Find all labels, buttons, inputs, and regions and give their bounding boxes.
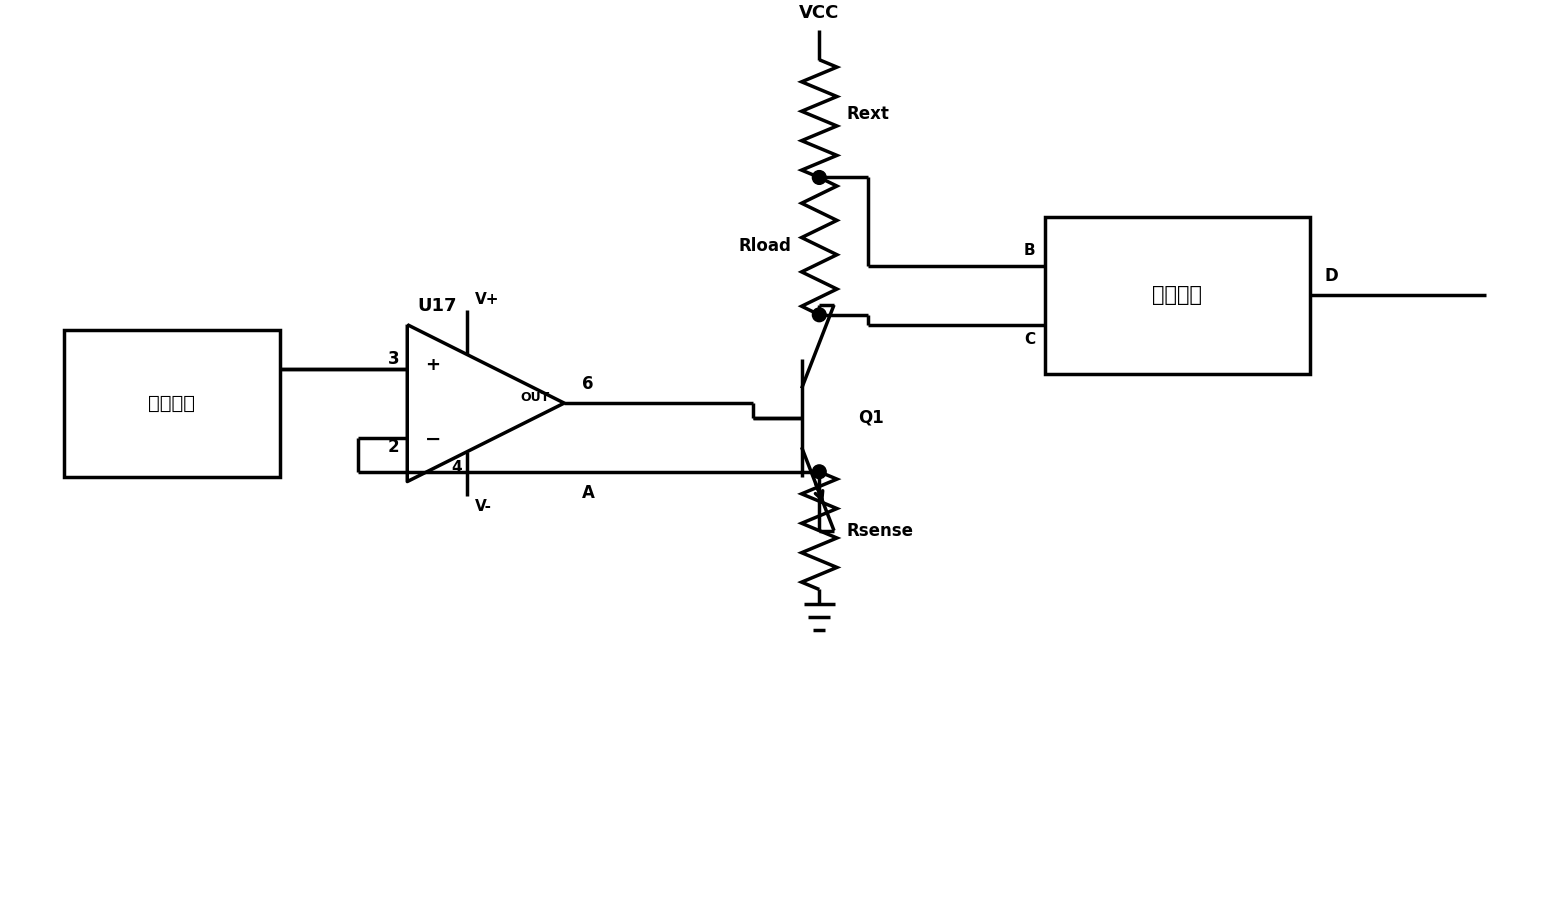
Text: Rsense: Rsense xyxy=(846,521,913,540)
Text: 参考电源: 参考电源 xyxy=(149,394,196,412)
Text: 6: 6 xyxy=(582,376,593,393)
Text: A: A xyxy=(582,484,596,502)
Circle shape xyxy=(812,308,826,322)
Text: VCC: VCC xyxy=(799,5,840,23)
Text: V+: V+ xyxy=(475,292,499,308)
Text: B: B xyxy=(1023,243,1035,258)
Text: Rload: Rload xyxy=(738,237,791,256)
Circle shape xyxy=(812,465,826,479)
Text: C: C xyxy=(1024,333,1035,347)
Text: 4: 4 xyxy=(452,460,461,474)
Text: V-: V- xyxy=(475,499,491,514)
Text: 2: 2 xyxy=(388,439,399,456)
Text: U17: U17 xyxy=(418,297,457,315)
Text: −: − xyxy=(425,431,441,449)
Text: 3: 3 xyxy=(388,350,399,367)
Text: D: D xyxy=(1325,267,1339,286)
Bar xyxy=(64,330,280,476)
Text: +: + xyxy=(425,355,439,374)
Text: OUT: OUT xyxy=(521,391,549,404)
Text: 差分装置: 差分装置 xyxy=(1153,285,1203,305)
Bar xyxy=(1045,217,1309,374)
Text: Rext: Rext xyxy=(846,104,890,123)
Text: Q1: Q1 xyxy=(859,409,884,427)
Circle shape xyxy=(812,170,826,184)
